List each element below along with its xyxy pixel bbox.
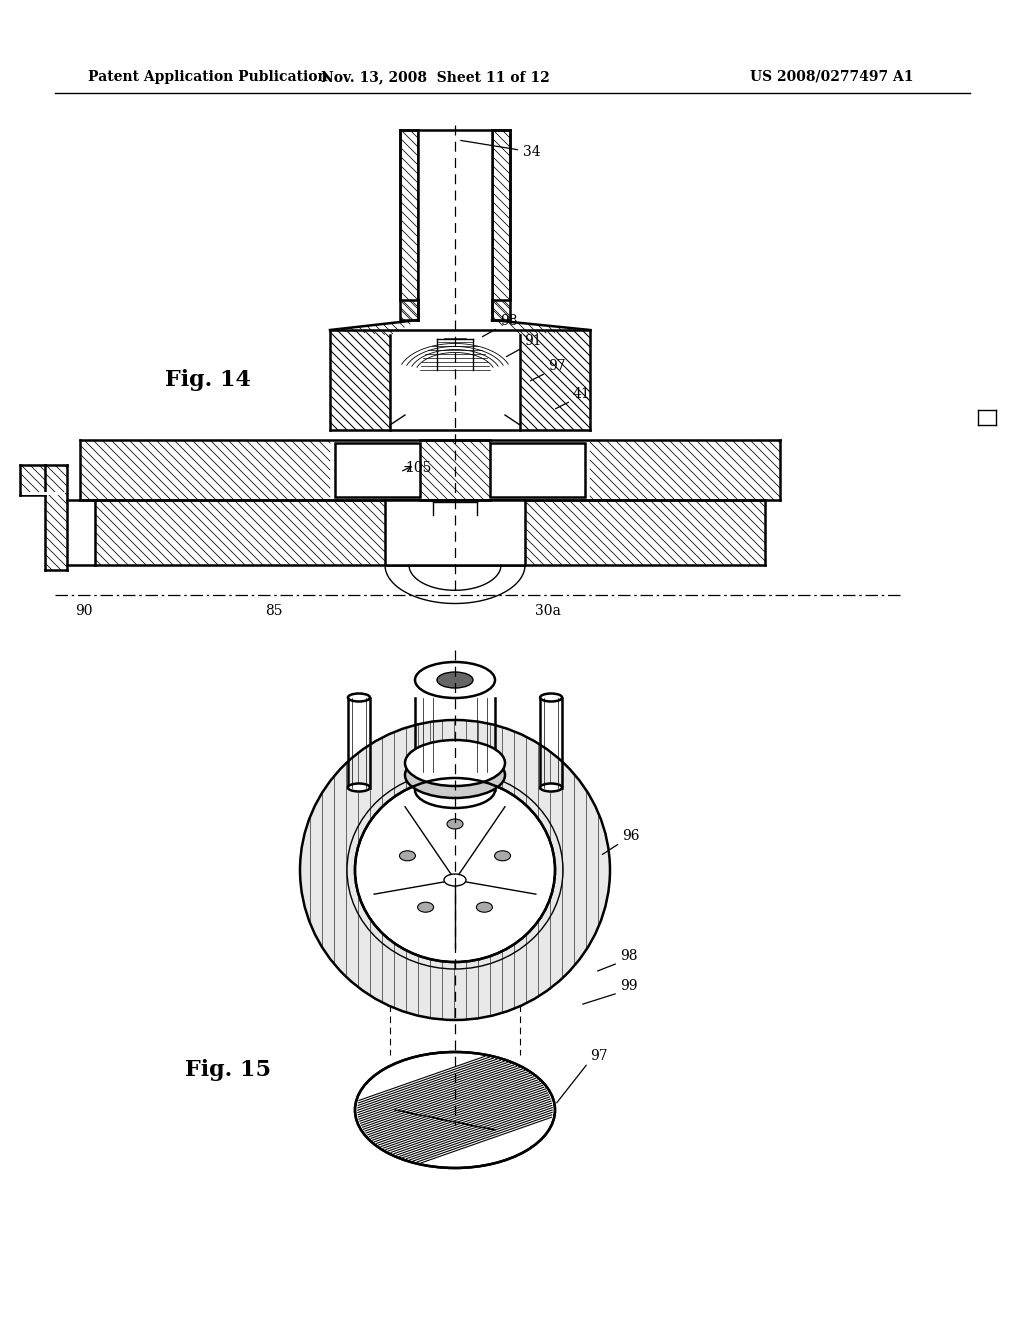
Ellipse shape xyxy=(348,784,370,792)
Ellipse shape xyxy=(418,902,433,912)
Ellipse shape xyxy=(415,663,495,698)
Ellipse shape xyxy=(355,1052,555,1168)
Polygon shape xyxy=(95,500,765,565)
Text: 99: 99 xyxy=(620,979,638,993)
Text: Fig. 14: Fig. 14 xyxy=(165,370,251,391)
Text: Nov. 13, 2008  Sheet 11 of 12: Nov. 13, 2008 Sheet 11 of 12 xyxy=(321,70,549,84)
Text: US 2008/0277497 A1: US 2008/0277497 A1 xyxy=(750,70,913,84)
Text: Fig. 15: Fig. 15 xyxy=(185,1059,271,1081)
Text: 30a: 30a xyxy=(535,605,561,618)
Text: 34: 34 xyxy=(461,140,541,158)
Text: 98: 98 xyxy=(620,949,638,964)
Text: 96: 96 xyxy=(622,829,640,843)
Ellipse shape xyxy=(437,672,473,688)
Text: 41: 41 xyxy=(573,387,591,401)
Text: 91: 91 xyxy=(524,334,542,348)
Ellipse shape xyxy=(476,902,493,912)
Polygon shape xyxy=(335,444,420,498)
Text: 98: 98 xyxy=(500,314,517,327)
Polygon shape xyxy=(22,492,65,495)
Ellipse shape xyxy=(540,784,562,792)
Ellipse shape xyxy=(356,780,554,961)
Ellipse shape xyxy=(447,818,463,829)
Polygon shape xyxy=(390,335,520,430)
Text: 97: 97 xyxy=(590,1049,607,1063)
Polygon shape xyxy=(385,500,525,565)
Ellipse shape xyxy=(406,741,505,785)
Ellipse shape xyxy=(406,752,505,799)
Ellipse shape xyxy=(300,719,610,1020)
Polygon shape xyxy=(490,444,585,498)
Ellipse shape xyxy=(355,777,555,962)
Text: Patent Application Publication: Patent Application Publication xyxy=(88,70,328,84)
Text: 85: 85 xyxy=(265,605,283,618)
Ellipse shape xyxy=(399,851,416,861)
Polygon shape xyxy=(80,440,780,500)
Ellipse shape xyxy=(415,772,495,808)
Ellipse shape xyxy=(348,693,370,701)
Ellipse shape xyxy=(540,693,562,701)
Text: 105: 105 xyxy=(406,461,431,475)
Text: 90: 90 xyxy=(75,605,92,618)
Polygon shape xyxy=(418,129,492,319)
Ellipse shape xyxy=(444,874,466,886)
Text: 97: 97 xyxy=(548,359,565,374)
Ellipse shape xyxy=(495,851,511,861)
